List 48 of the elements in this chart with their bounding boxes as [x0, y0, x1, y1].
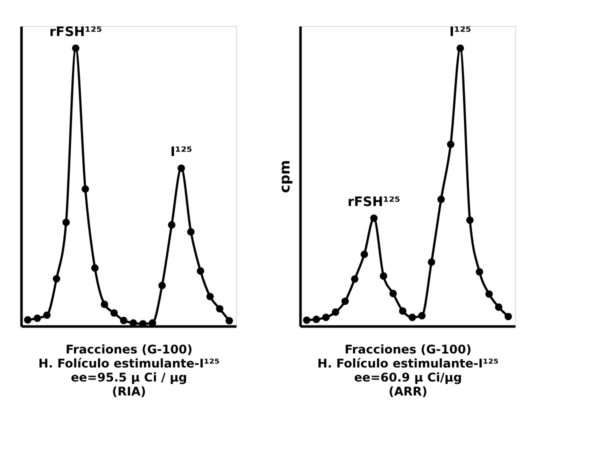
- point: [504, 312, 512, 320]
- point: [341, 298, 349, 305]
- point: [332, 308, 340, 316]
- point: [34, 314, 42, 322]
- point: [312, 316, 320, 324]
- point: [437, 196, 445, 204]
- point: [389, 290, 397, 298]
- point: [485, 290, 493, 298]
- annotation: I¹²⁵: [170, 145, 192, 160]
- point: [187, 228, 195, 236]
- point: [24, 316, 32, 324]
- point: [494, 303, 502, 311]
- point: [428, 258, 436, 266]
- point: [446, 140, 454, 148]
- point: [322, 314, 330, 322]
- point: [196, 267, 204, 275]
- point: [456, 44, 464, 52]
- point: [91, 264, 99, 272]
- point: [52, 275, 60, 282]
- point: [226, 317, 233, 324]
- point: [466, 216, 474, 224]
- point: [120, 316, 128, 324]
- point: [418, 312, 426, 320]
- point: [206, 292, 214, 300]
- point: [62, 218, 70, 226]
- point: [408, 314, 416, 322]
- point: [351, 275, 358, 283]
- x-axis-title: Fracciones (G-100) H. Folículo estimulante-I¹²⁵ ee=60.9 µ Ci/µg (ARR): [317, 342, 499, 398]
- point: [82, 185, 90, 193]
- point: [100, 300, 108, 308]
- annotation: rFSH¹²⁵: [348, 195, 400, 210]
- point: [303, 316, 310, 324]
- point: [476, 268, 484, 276]
- point: [168, 221, 176, 229]
- point: [43, 311, 51, 319]
- point: [72, 44, 80, 52]
- point: [370, 214, 378, 222]
- point: [158, 282, 166, 290]
- annotation: I¹²⁵: [449, 25, 472, 40]
- point: [398, 307, 406, 315]
- point: [360, 250, 368, 258]
- x-axis-title: Fracciones (G-100) H. Folículo estimulante-I¹²⁵ ee=95.5 µ Ci / µg (RIA): [38, 342, 220, 398]
- point: [178, 164, 185, 172]
- point: [380, 272, 388, 280]
- y-axis-title: cpm: [278, 160, 294, 193]
- annotation: rFSH¹²⁵: [49, 25, 102, 40]
- point: [110, 309, 118, 317]
- point: [216, 305, 224, 312]
